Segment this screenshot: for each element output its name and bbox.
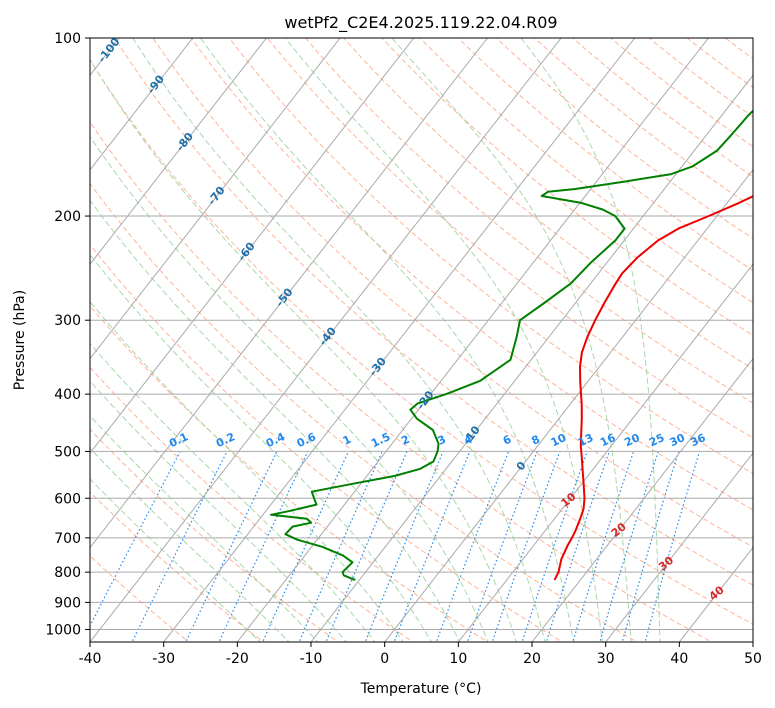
y-tick-label: 1000 — [45, 622, 81, 638]
background-lines — [90, 38, 753, 642]
mixing-ratio-label: 10 — [549, 431, 569, 449]
plot-background — [90, 38, 753, 642]
dry-adiabat — [90, 121, 713, 642]
y-tick-label: 400 — [54, 387, 81, 403]
y-tick-label: 800 — [54, 565, 81, 581]
mixing-ratio-line — [572, 451, 635, 642]
moist-adiabat — [90, 58, 518, 642]
y-axis-label: Pressure (hPa) — [12, 290, 28, 390]
y-tick-label: 600 — [54, 491, 81, 507]
mixing-ratio-label: 25 — [647, 431, 666, 449]
isotherm — [531, 357, 753, 642]
isotherm — [90, 38, 341, 360]
isotherm — [310, 74, 753, 642]
mixing-ratio-line — [491, 451, 561, 642]
mixing-ratio-line — [435, 451, 510, 642]
dry-adiabat — [190, 38, 753, 511]
x-tick-label: -30 — [152, 651, 175, 667]
x-axis-label: Temperature (°C) — [360, 681, 482, 697]
isotherm — [384, 168, 753, 642]
y-tick-label: 500 — [54, 444, 81, 460]
moist-adiabat — [200, 38, 575, 642]
y-axis-ticks: 100 200 300 400 500 600 700 800 900 1000 — [45, 31, 90, 638]
isotherm — [457, 263, 753, 642]
chart-title: wetPf2_C2E4.2025.119.22.04.R09 — [284, 13, 557, 33]
mixing-ratio-line — [545, 451, 610, 642]
isotherm — [90, 38, 562, 642]
y-tick-label: 100 — [54, 31, 81, 47]
temperature-profile-line — [553, 195, 753, 581]
dry-adiabat — [266, 38, 753, 439]
x-tick-label: -40 — [79, 651, 102, 667]
x-tick-label: -20 — [226, 651, 249, 667]
dewpoint-profile-line — [270, 109, 753, 582]
x-tick-label: 30 — [597, 651, 615, 667]
isotherm — [90, 38, 415, 454]
y-tick-label: 200 — [54, 209, 81, 225]
dry-adiabat — [228, 38, 753, 475]
mixing-ratio-label: 30 — [668, 431, 688, 449]
y-tick-label: 700 — [54, 531, 81, 547]
dry-adiabat — [419, 38, 753, 304]
mixing-ratio-line — [521, 451, 588, 642]
x-tick-label: 20 — [523, 651, 541, 667]
mixing-ratio-line — [393, 451, 471, 642]
x-tick-label: 40 — [670, 651, 688, 667]
mixing-ratio-line — [185, 451, 278, 642]
isotherm — [90, 38, 267, 266]
dry-adiabat — [114, 38, 753, 586]
isotherm — [90, 38, 194, 171]
mixing-ratio-line — [90, 451, 181, 628]
moist-adiabat — [520, 38, 661, 642]
mixing-ratio-line — [218, 451, 309, 642]
x-tick-label: 10 — [449, 651, 467, 667]
isotherm — [236, 38, 709, 642]
moist-adiabat — [391, 38, 632, 642]
moist-adiabat — [132, 38, 546, 642]
x-tick-label: -10 — [300, 651, 323, 667]
mixing-ratio-label: 13 — [576, 431, 595, 449]
y-tick-label: 900 — [54, 595, 81, 611]
dry-adiabat — [152, 38, 753, 548]
mixing-ratio-label: 20 — [622, 431, 642, 449]
isotherm — [605, 452, 753, 642]
isotherm — [752, 641, 753, 642]
mixing-ratio-label: 36 — [688, 431, 708, 449]
mixing-ratio-line — [364, 451, 444, 642]
x-tick-label: 0 — [380, 651, 389, 667]
y-tick-label: 300 — [54, 313, 81, 329]
isotherm — [163, 38, 636, 642]
mixing-ratio-line — [621, 451, 680, 642]
mixing-ratio-line — [644, 451, 701, 642]
x-tick-label: 50 — [744, 651, 762, 667]
plot-frame — [89, 37, 754, 643]
isotherm — [90, 38, 488, 549]
mixing-ratio-label: 16 — [598, 431, 618, 449]
mixing-ratio-line — [599, 451, 659, 642]
mixing-ratio-line — [325, 451, 408, 642]
profile-lines — [270, 109, 753, 582]
x-axis-ticks: -40 -30 -20 -10 0 10 20 30 40 50 — [79, 642, 762, 667]
